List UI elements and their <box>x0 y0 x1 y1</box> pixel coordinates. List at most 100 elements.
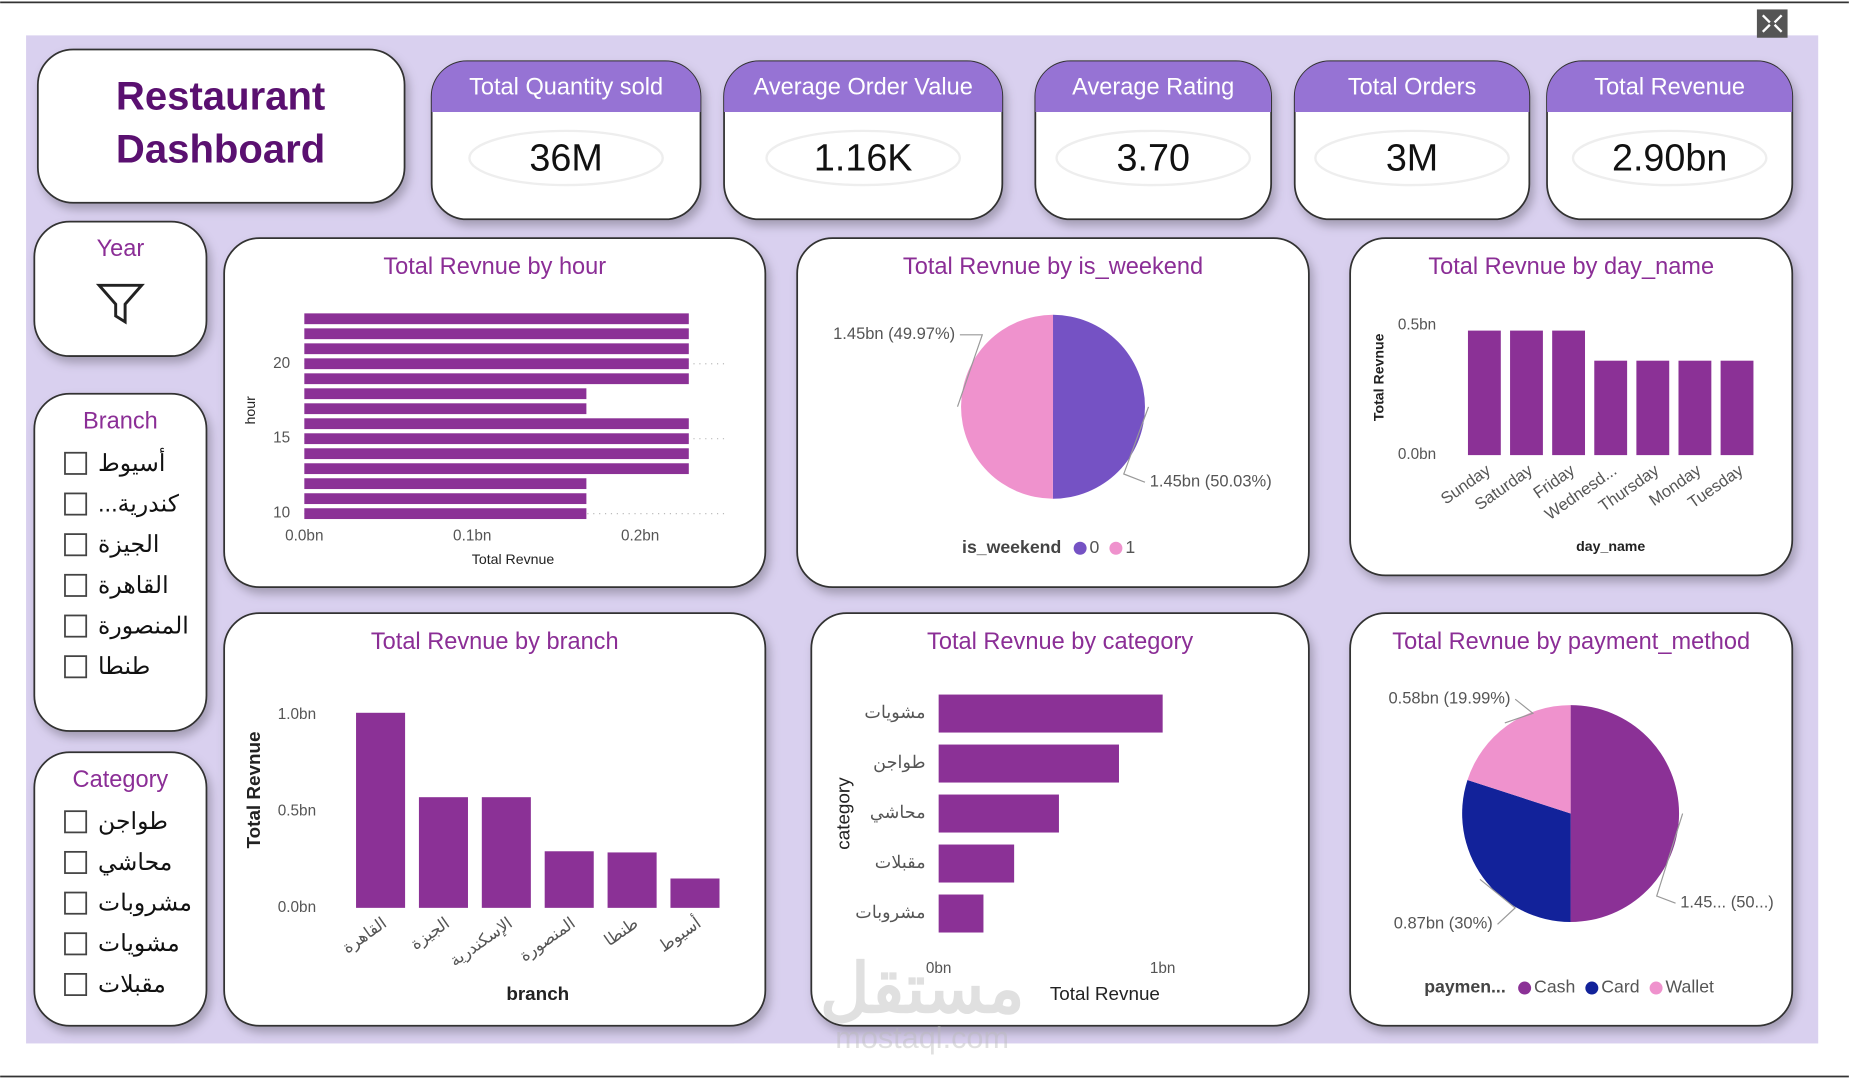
chart-card <box>810 612 1310 1027</box>
bar <box>304 508 587 520</box>
slicer-item: مقبلات <box>98 971 166 997</box>
legend-label: Card <box>1601 977 1639 997</box>
checkbox[interactable] <box>64 810 88 834</box>
data-label: 0.58bn (19.99%) <box>1388 690 1510 708</box>
bar <box>304 448 689 460</box>
pie-slice <box>1052 314 1145 499</box>
legend-title: is_weekend <box>962 537 1061 557</box>
slicer-item: محاشي <box>98 849 172 876</box>
x-tick-label: 0.2bn <box>621 528 659 545</box>
pie-slice <box>1570 705 1680 923</box>
chart-title: Total Revnue by is_weekend <box>903 253 1203 279</box>
legend-swatch <box>1109 541 1123 555</box>
dashboard-title: Restaurant <box>116 75 325 119</box>
checkbox[interactable] <box>64 850 88 874</box>
bar <box>1720 360 1754 456</box>
bar <box>304 478 587 490</box>
bar <box>1510 330 1543 456</box>
leader-line <box>1123 406 1150 483</box>
y-tick-label: 0.5bn <box>278 802 316 819</box>
slicer-card <box>33 220 208 357</box>
slicer-title: Year <box>97 235 145 261</box>
checkbox[interactable] <box>64 932 88 956</box>
kpi-label: Average Rating <box>1072 74 1234 100</box>
checkbox[interactable] <box>64 891 88 915</box>
legend-label: 0 <box>1090 537 1100 557</box>
bar <box>607 852 657 908</box>
y-axis-title: hour <box>242 396 258 425</box>
y-tick-label: مشروبات <box>855 902 925 923</box>
pie-slice <box>1462 779 1571 923</box>
bar <box>304 433 689 445</box>
slicer-item: طواجن <box>98 808 168 835</box>
bar <box>670 878 720 908</box>
slicer-item: مشويات <box>98 930 180 957</box>
filter-icon[interactable] <box>95 283 145 325</box>
x-tick-label: 1bn <box>1150 960 1176 977</box>
bar <box>1467 330 1501 456</box>
bar <box>304 493 587 505</box>
checkbox[interactable] <box>64 573 88 597</box>
bar <box>938 794 1059 833</box>
x-axis-title: branch <box>506 983 569 1004</box>
bar <box>304 373 689 385</box>
kpi-row: Total Quantity sold 36M Average Order Valu… <box>430 60 1794 221</box>
bar <box>938 694 1163 733</box>
data-label: 1.45bn (50.03%) <box>1150 473 1272 491</box>
focus-mode-button[interactable] <box>1756 9 1788 38</box>
legend-label: 1 <box>1125 537 1135 557</box>
legend-swatch <box>1073 541 1087 555</box>
kpi-glow <box>1571 129 1768 187</box>
checkbox[interactable] <box>64 492 88 516</box>
y-tick-label: 1.0bn <box>278 706 316 723</box>
y-tick-label: 0.0bn <box>278 899 316 916</box>
slicer-item: المنصورة <box>98 612 189 639</box>
checkbox[interactable] <box>64 533 88 557</box>
y-axis-title: Total Revnue <box>243 731 264 848</box>
kpi-glow <box>1055 129 1252 187</box>
bar <box>304 313 689 325</box>
slicer-card <box>33 392 208 732</box>
leader-line <box>1504 698 1535 724</box>
chart: Total Revnue by day_name0.0bn0.5bnSunday… <box>1349 237 1794 577</box>
legend-label: Wallet <box>1666 977 1715 997</box>
kpi-value: 1.16K <box>814 136 913 178</box>
bar <box>418 797 468 908</box>
bar <box>938 844 1015 883</box>
kpi-label: Total Quantity sold <box>469 74 663 100</box>
checkbox[interactable] <box>64 451 88 475</box>
kpi-glow <box>1314 129 1510 187</box>
checkbox[interactable] <box>64 973 88 996</box>
chart: Total Revnue by branch0.0bn0.5bn1.0bnالق… <box>223 612 767 1027</box>
kpi-value: 2.90bn <box>1612 136 1727 178</box>
slicer-item: طنطا <box>98 653 150 679</box>
x-tick-label: 0bn <box>926 960 952 977</box>
bar <box>1678 360 1712 456</box>
watermark: mostaql.com <box>835 1021 1009 1055</box>
chart-title: Total Revnue by branch <box>371 628 619 654</box>
bar <box>304 388 587 400</box>
y-tick-label: مشويات <box>864 702 925 723</box>
slicer-item: الجيزة <box>98 531 159 558</box>
bar <box>1636 360 1670 456</box>
checkbox[interactable] <box>64 655 88 679</box>
kpi-value: 3.70 <box>1117 136 1190 178</box>
slicer-title: Branch <box>83 407 158 433</box>
x-axis-title: day_name <box>1576 538 1645 554</box>
y-tick-label: محاشي <box>870 802 926 822</box>
kpi-value: 3M <box>1386 136 1438 178</box>
y-tick-label: طواجن <box>873 752 925 773</box>
pie-slice <box>1467 705 1571 814</box>
slicer-title: Category <box>73 766 169 792</box>
dashboard-title: Dashboard <box>116 128 325 172</box>
bar <box>481 797 531 908</box>
chart: Total Revnue by hour 10 15 20 0.0bn 0.1bn 0.2b… <box>223 237 767 589</box>
legend-label: Cash <box>1534 977 1575 997</box>
kpi-header <box>431 61 701 113</box>
bar <box>304 418 689 430</box>
x-axis-title: Total Revnue <box>472 551 555 567</box>
title-card <box>36 48 406 204</box>
legend-swatch <box>1518 981 1532 995</box>
checkbox[interactable] <box>64 614 88 638</box>
